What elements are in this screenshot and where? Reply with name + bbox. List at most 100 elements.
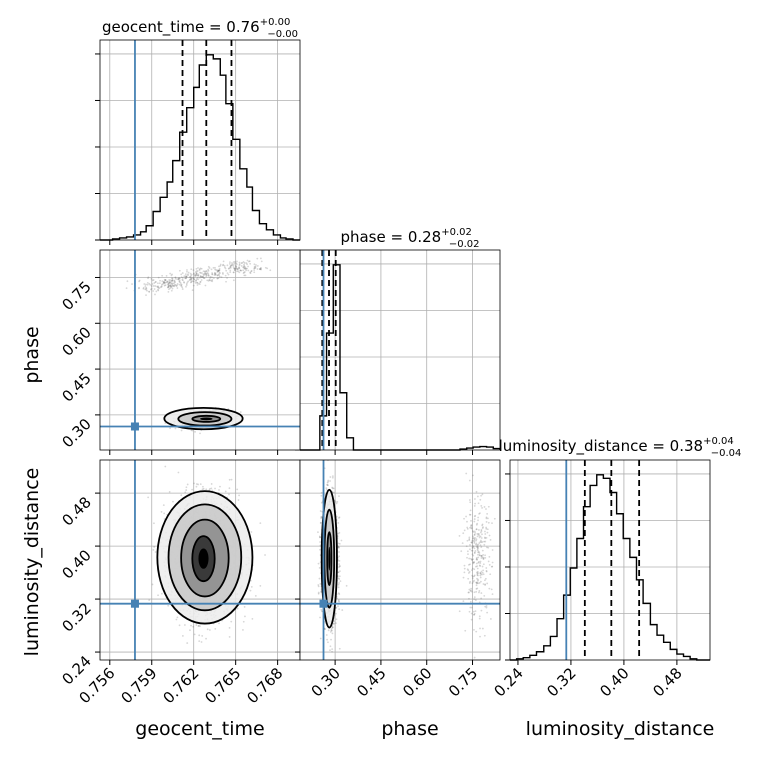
sample-point: [173, 283, 176, 286]
sample-point: [238, 271, 241, 274]
sample-point: [185, 277, 187, 280]
sample-point: [211, 273, 214, 276]
sample-point: [158, 287, 161, 290]
sample-point: [146, 289, 148, 292]
sample-point: [205, 637, 207, 640]
sample-point: [199, 432, 201, 435]
sample-point: [192, 273, 195, 276]
sample-point: [219, 263, 222, 266]
sample-point: [163, 281, 166, 284]
sample-point: [231, 263, 234, 266]
sample-point: [238, 267, 240, 270]
sample-point: [256, 265, 259, 267]
sample-point: [205, 274, 208, 276]
sample-point: [190, 277, 193, 280]
sample-point: [157, 276, 160, 279]
sample-point: [202, 487, 205, 490]
sample-point: [174, 276, 177, 279]
sample-point: [216, 271, 219, 273]
sample-point: [183, 624, 186, 626]
sample-point: [202, 485, 204, 488]
sample-point: [204, 272, 206, 275]
sample-point: [152, 548, 155, 551]
sample-point: [214, 266, 216, 269]
sample-point: [238, 266, 240, 269]
sample-point: [160, 592, 163, 595]
sample-point: [246, 267, 248, 270]
sample-point: [223, 266, 226, 269]
sample-point: [220, 276, 223, 279]
sample-point: [147, 277, 149, 280]
sample-point: [156, 285, 158, 288]
sample-point: [193, 482, 195, 485]
sample-point: [184, 273, 187, 276]
sample-point: [228, 267, 231, 270]
sample-point: [233, 269, 236, 272]
sample-point: [137, 287, 140, 290]
sample-point: [218, 267, 221, 270]
sample-point: [185, 486, 188, 489]
sample-point: [240, 262, 243, 265]
sample-point: [180, 285, 183, 288]
sample-point: [190, 624, 192, 627]
density-peak: [200, 417, 213, 421]
sample-point: [180, 283, 183, 286]
panel-frame-2d: [99, 249, 301, 451]
sample-point: [209, 275, 212, 278]
sample-point: [204, 284, 207, 287]
sample-point: [199, 280, 202, 283]
sample-point: [158, 282, 161, 285]
sample-point: [201, 272, 203, 274]
sample-point: [211, 273, 214, 276]
sample-point: [162, 504, 165, 507]
sample-point: [231, 264, 233, 267]
sample-point: [195, 270, 198, 272]
sample-point: [172, 282, 175, 285]
sample-point: [145, 288, 148, 291]
x-tick-label-geocent-time: 0.768: [243, 664, 286, 707]
sample-point: [229, 266, 232, 269]
sample-point: [206, 628, 209, 631]
sample-point: [190, 278, 193, 281]
sample-point: [161, 280, 164, 283]
sample-point: [167, 283, 170, 285]
sample-point: [195, 272, 198, 275]
sample-point: [167, 282, 170, 285]
sample-point: [176, 283, 179, 285]
sample-point: [192, 625, 195, 628]
histogram-luminosity-distance: [510, 474, 710, 661]
sample-point: [203, 273, 206, 276]
sample-point: [164, 465, 167, 468]
sample-point: [253, 271, 256, 274]
sample-point: [249, 262, 252, 265]
sample-point: [228, 636, 231, 638]
sample-point: [169, 287, 171, 290]
sample-point: [216, 274, 219, 277]
sample-point: [145, 294, 147, 297]
sample-point: [216, 269, 219, 272]
sample-point: [151, 283, 154, 285]
sample-point: [181, 278, 184, 281]
sample-point: [180, 276, 183, 279]
sample-point: [217, 270, 220, 273]
sample-point: [195, 483, 198, 485]
sample-point: [207, 273, 210, 275]
sample-point: [173, 281, 176, 284]
sample-point: [222, 263, 225, 266]
sample-point: [235, 267, 238, 270]
sample-point: [198, 276, 201, 279]
sample-point: [166, 286, 169, 289]
sample-point: [195, 280, 197, 282]
sample-point: [253, 265, 256, 268]
sample-point: [228, 487, 231, 490]
sample-point: [266, 267, 269, 270]
sample-point: [244, 266, 247, 269]
sample-point: [233, 262, 236, 265]
sample-point: [185, 489, 188, 491]
sample-point: [189, 278, 191, 281]
sample-point: [244, 615, 246, 618]
sample-point: [173, 284, 175, 287]
sample-point: [168, 281, 170, 284]
sample-point: [166, 280, 168, 283]
sample-point: [198, 283, 201, 286]
